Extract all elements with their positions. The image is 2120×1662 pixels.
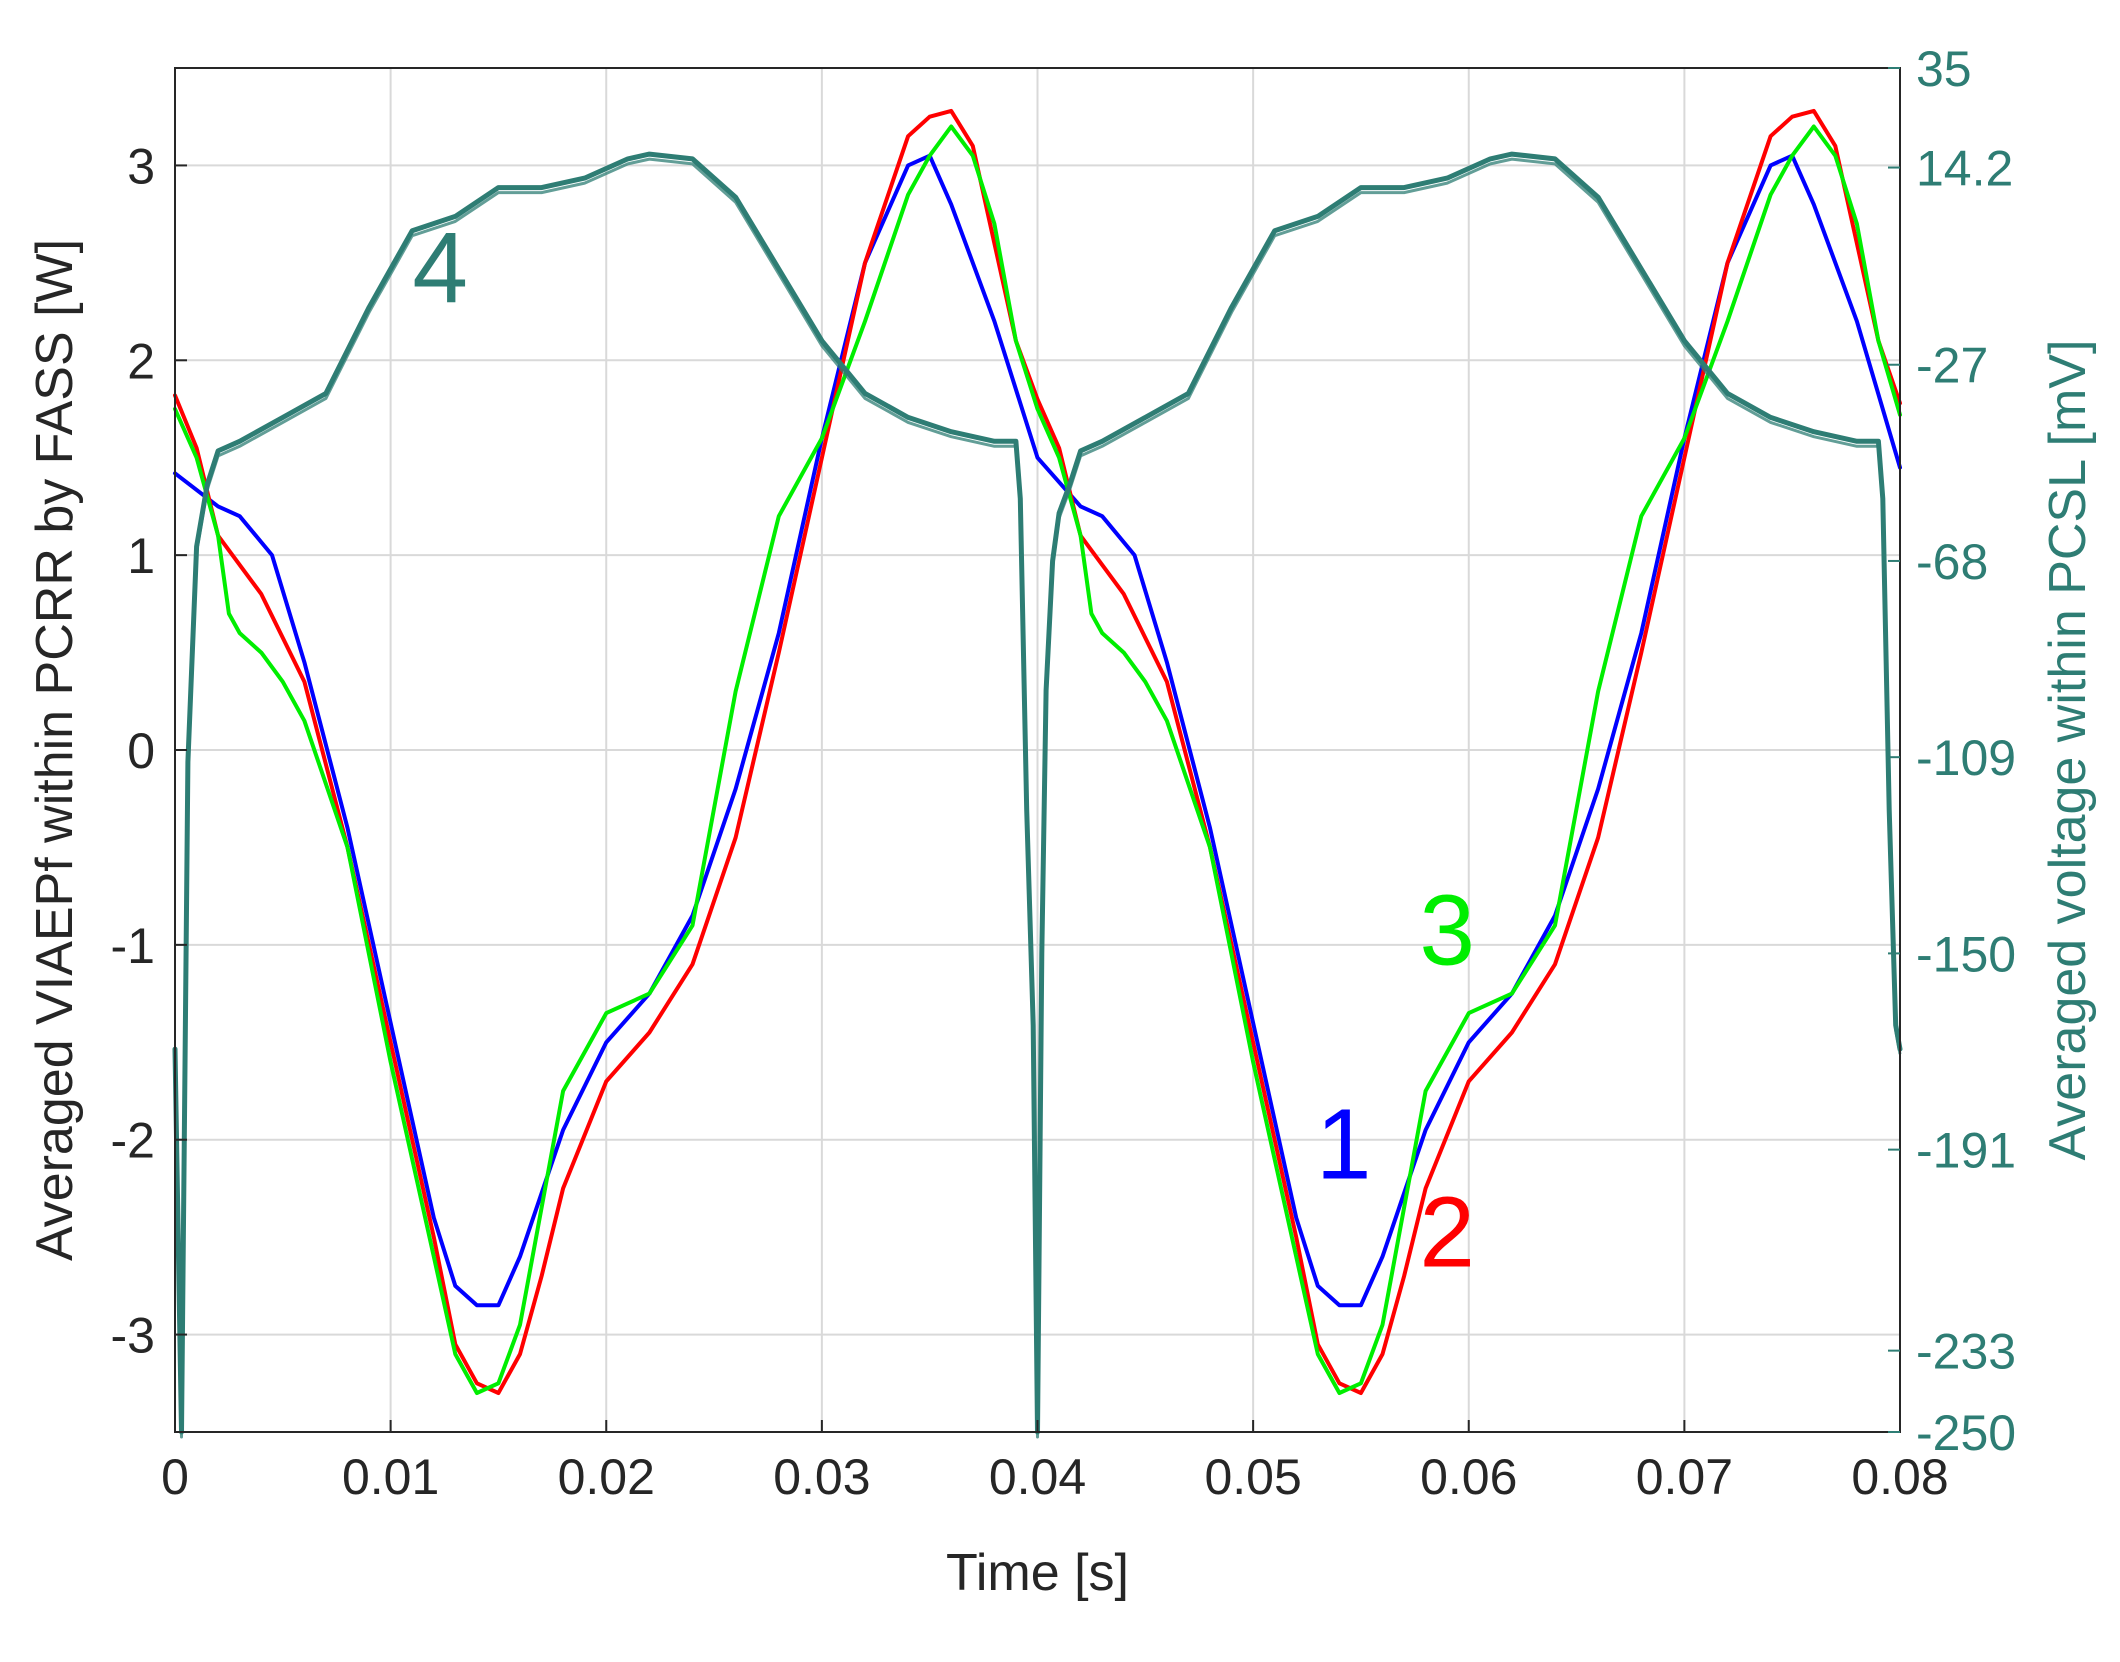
x-tick-label: 0.02 [558, 1449, 655, 1505]
y2-tick-label: -109 [1916, 730, 2016, 786]
y2-tick-label: -191 [1916, 1123, 2016, 1179]
y-tick-label: 3 [127, 138, 155, 194]
series-4-line-trace [173, 157, 1902, 1439]
curve-label-3: 3 [1419, 874, 1475, 986]
curve-label-1: 1 [1316, 1089, 1372, 1201]
x-tick-label: 0.03 [773, 1449, 870, 1505]
curve-label-4: 4 [412, 212, 468, 324]
ticks-layer [174, 67, 1901, 1433]
x-tick-label: 0 [161, 1449, 189, 1505]
x-axis-label: Time [s] [946, 1544, 1129, 1602]
labels-layer: 0 0.01 0.02 0.03 0.04 0.05 0.06 0.07 0.08-3-2-10… [111, 41, 2017, 1505]
y2-axis-label: Averaged voltage within PCSL [mV] [2039, 340, 2097, 1161]
y-tick-label: -2 [111, 1113, 155, 1169]
x-tick-label: 0.07 [1636, 1449, 1733, 1505]
series-2-line [173, 108, 1902, 1395]
x-tick-label: 0.08 [1851, 1449, 1948, 1505]
y-tick-label: -1 [111, 918, 155, 974]
y2-tick-label: -233 [1916, 1324, 2016, 1380]
x-tick-label: 0.04 [989, 1449, 1086, 1505]
y-tick-label: 0 [127, 723, 155, 779]
y2-tick-label: -27 [1916, 338, 1988, 394]
series-1-line [173, 153, 1902, 1308]
x-tick-label: 0.06 [1420, 1449, 1517, 1505]
y2-tick-label: -150 [1916, 926, 2016, 982]
curve-label-2: 2 [1419, 1176, 1475, 1288]
y2-tick-label: 14.2 [1916, 141, 2013, 197]
annotations: 12 3 4 [412, 212, 1475, 1289]
x-tick-label: 0.01 [342, 1449, 439, 1505]
y2-tick-label: -68 [1916, 534, 1988, 590]
series-3-line [173, 124, 1902, 1395]
grid [174, 68, 1901, 1432]
y-tick-label: 2 [127, 333, 155, 389]
y2-tick-label: 35 [1916, 41, 1972, 97]
series-layer [172, 108, 1903, 1439]
y2-tick-label: -250 [1916, 1405, 2016, 1461]
x-tick-label: 0.05 [1204, 1449, 1301, 1505]
y-tick-label: 1 [127, 528, 155, 584]
y-axis-label: Averaged VIAEPf within PCRR by FASS [W] [26, 239, 84, 1261]
y-tick-label: -3 [111, 1308, 155, 1364]
